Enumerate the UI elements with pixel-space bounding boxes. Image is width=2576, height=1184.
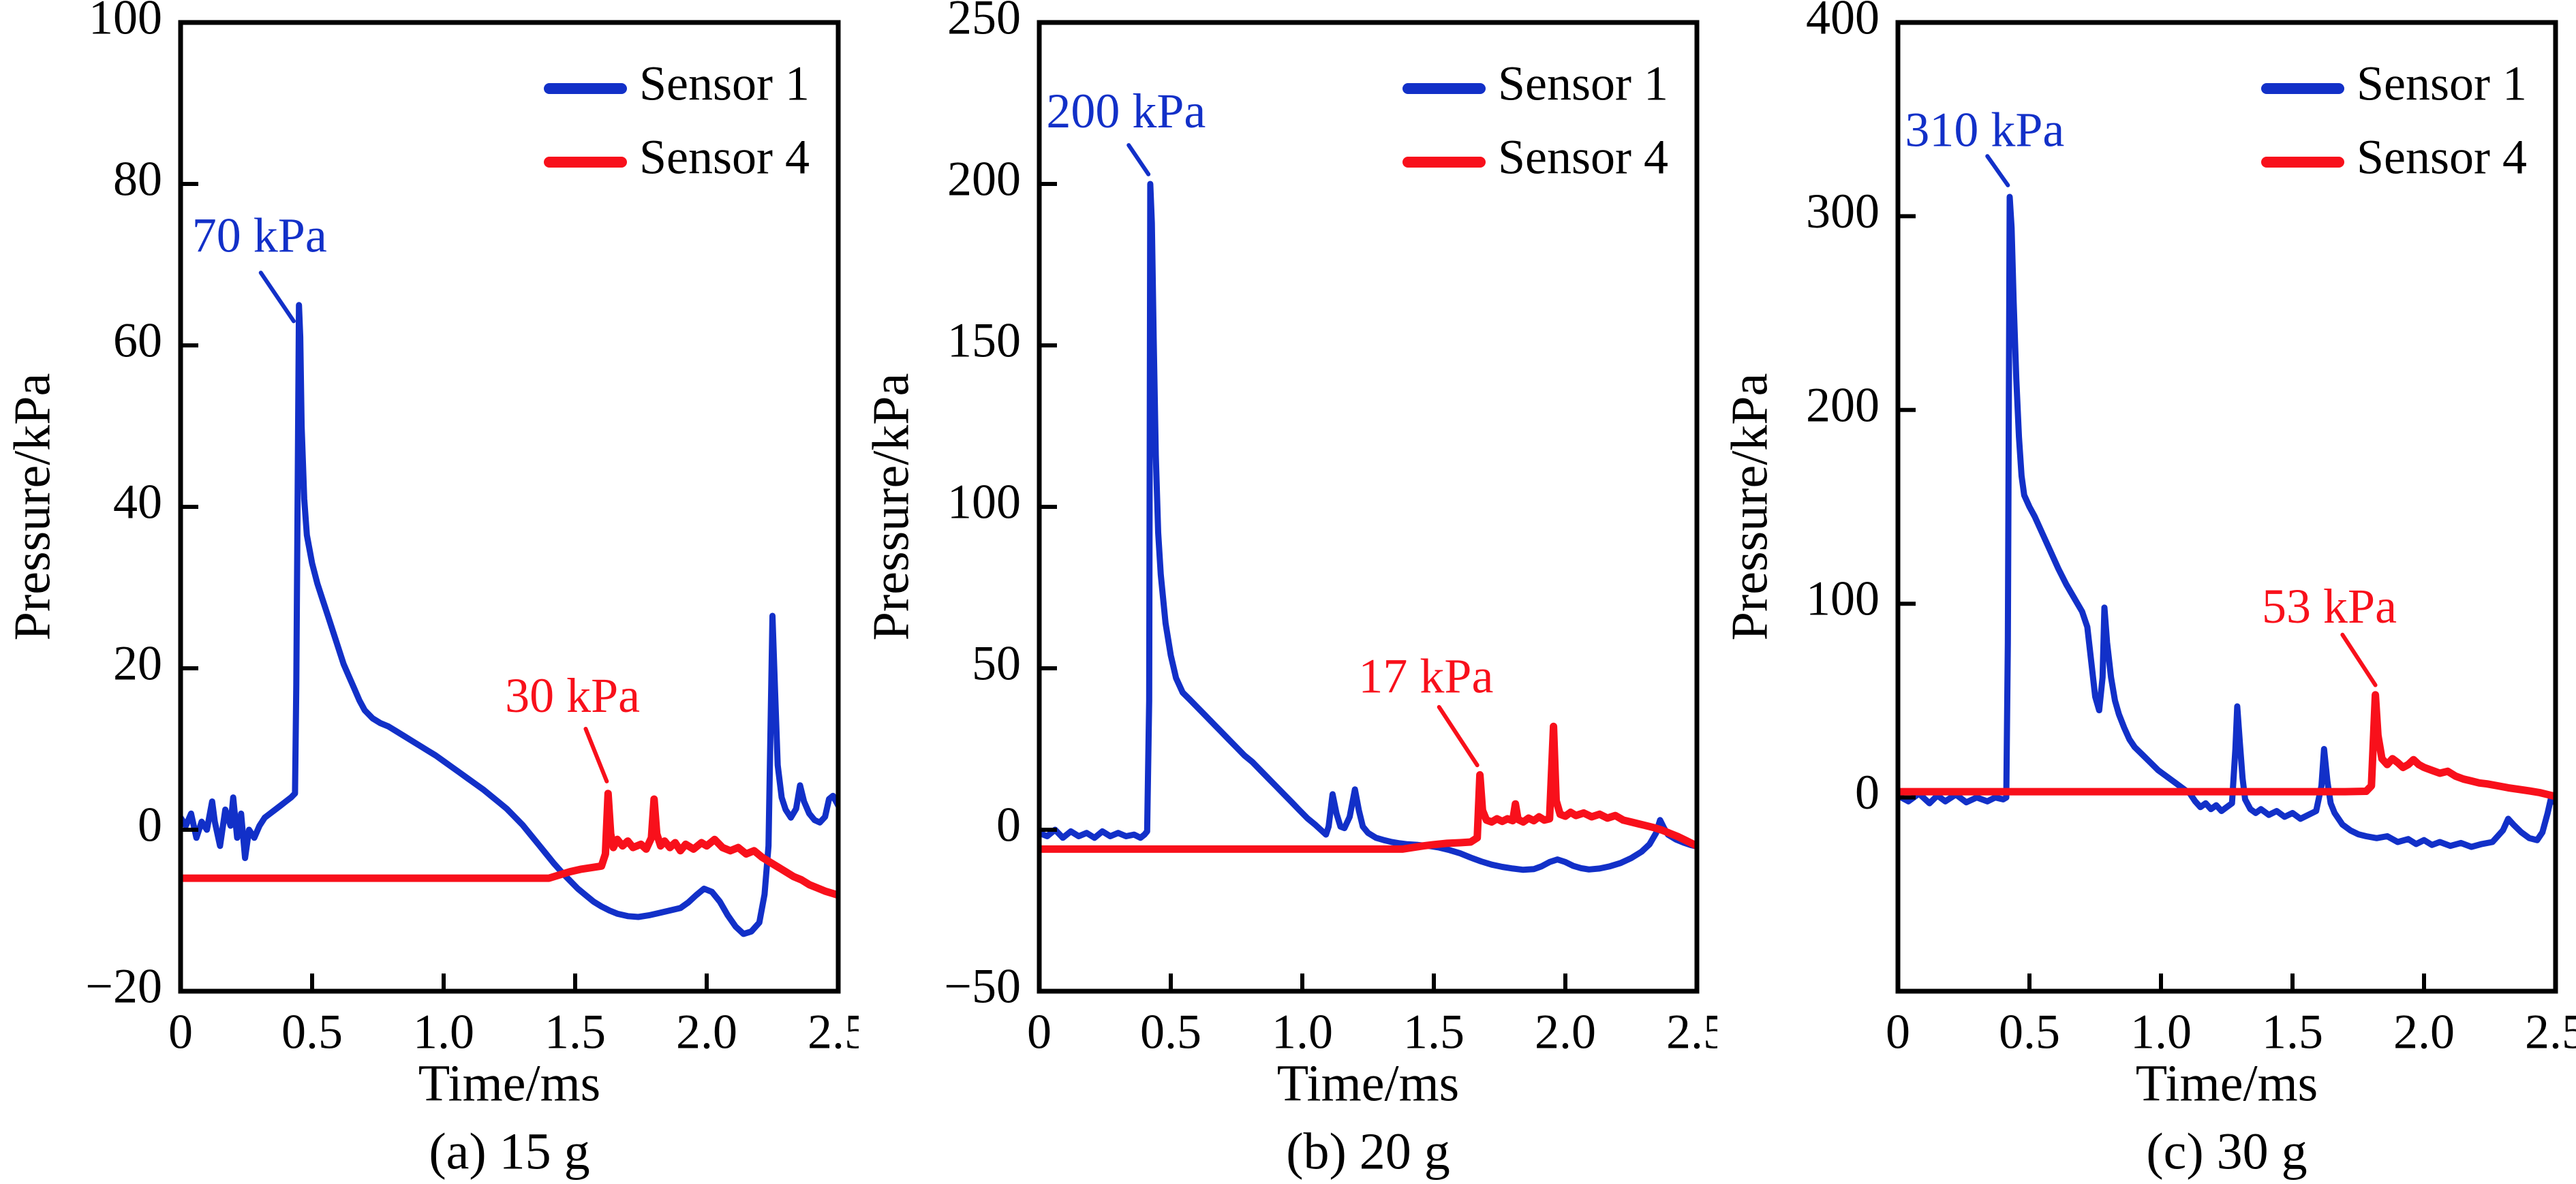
chart-a: 0 0.5 1.0 1.5 2.0 2.5−20020406080100Pressure/… bbox=[3, 0, 869, 1180]
y-tick-label: 50 bbox=[972, 636, 1021, 691]
series-group bbox=[1039, 181, 1697, 873]
y-tick-label: 200 bbox=[947, 152, 1021, 206]
x-axis-title: Time/ms bbox=[418, 1055, 601, 1112]
x-tick-label: 1.0 bbox=[413, 1005, 474, 1059]
x-tick-label: 2.0 bbox=[676, 1005, 737, 1059]
y-tick-label: 80 bbox=[113, 152, 162, 206]
subplot-a: 0 0.5 1.0 1.5 2.0 2.5 −20 0 20 40 60 80 100 Pressure/… bbox=[0, 0, 869, 1181]
x-axis-title: Time/ms bbox=[1277, 1055, 1460, 1112]
legend-label-sensor-1: Sensor 1 bbox=[639, 57, 810, 111]
y-tick-label: 250 bbox=[947, 0, 1021, 45]
y-axis-title: Pressure/kPa bbox=[3, 373, 61, 641]
series-line-sensor-4 bbox=[1039, 722, 1697, 853]
x-tick-label: 0 bbox=[1886, 1005, 1910, 1059]
x-tick-label: 0.5 bbox=[281, 1005, 343, 1059]
annotation-leader-line bbox=[1437, 704, 1479, 768]
legend-label-sensor-4: Sensor 4 bbox=[639, 130, 810, 185]
series-group bbox=[181, 302, 838, 937]
x-tick-label: 0 bbox=[168, 1005, 193, 1059]
legend-label-sensor-1: Sensor 1 bbox=[1498, 57, 1668, 111]
x-tick-label: 1.5 bbox=[545, 1005, 606, 1059]
x-tick-label: 2.5 bbox=[2525, 1005, 2576, 1059]
x-tick-label: 2.0 bbox=[2393, 1005, 2455, 1059]
x-tick-label: 1.0 bbox=[1272, 1005, 1333, 1059]
annotation-peak-value: 17 kPa bbox=[1358, 649, 1493, 703]
y-tick-label: −50 bbox=[944, 959, 1021, 1014]
annotation-peak-value: 200 kPa bbox=[1046, 84, 1206, 138]
y-tick-label: 0 bbox=[1855, 765, 1880, 820]
series-line-sensor-4 bbox=[181, 790, 838, 899]
y-tick-label: 100 bbox=[89, 0, 162, 45]
x-tick-label: 0 bbox=[1027, 1005, 1052, 1059]
y-tick-label: 0 bbox=[996, 798, 1021, 852]
y-tick-label: 0 bbox=[138, 798, 162, 852]
y-tick-label: 40 bbox=[113, 475, 162, 529]
y-tick-label: 200 bbox=[1806, 377, 1880, 432]
x-tick-label: 0.5 bbox=[1999, 1005, 2060, 1059]
annotation-leader-line bbox=[1985, 154, 2010, 187]
chart-c: 0 0.5 1.0 1.5 2.0 2.5 0 100 200 300 400 Pressure/kP… bbox=[1721, 0, 2576, 1180]
annotation-peak-value: 70 kPa bbox=[192, 208, 327, 262]
axes-box bbox=[1895, 20, 2558, 994]
subplot-c: 0 0.5 1.0 1.5 2.0 2.5 0 100 200 300 400 Pressure/kP… bbox=[1717, 0, 2576, 1181]
y-tick-label: 20 bbox=[113, 636, 162, 691]
y-tick-label: 60 bbox=[113, 313, 162, 368]
series-line-sensor-1 bbox=[1898, 193, 2556, 850]
series-group bbox=[1898, 193, 2556, 850]
annotation-peak-value: 30 kPa bbox=[505, 668, 640, 723]
subplot-b: 0 0.5 1.0 1.5 2.0 2.5 −50 0 50 100 150 200 250 Pressu… bbox=[859, 0, 1728, 1181]
y-tick-label: 150 bbox=[947, 313, 1021, 368]
series-line-sensor-1 bbox=[1039, 181, 1697, 873]
y-tick-label: 400 bbox=[1806, 0, 1880, 45]
annotation-peak-value: 310 kPa bbox=[1905, 102, 2064, 157]
x-tick-label: 1.5 bbox=[2262, 1005, 2323, 1059]
subplot-caption: (b) 20 g bbox=[1286, 1123, 1450, 1180]
legend-label-sensor-4: Sensor 4 bbox=[2357, 130, 2527, 185]
series-line-sensor-1 bbox=[181, 302, 838, 937]
annotation-leader-line bbox=[1126, 143, 1151, 176]
legend-label-sensor-1: Sensor 1 bbox=[2357, 57, 2527, 111]
subplot-caption: (c) 30 g bbox=[2146, 1123, 2307, 1180]
chart-b: 0 0.5 1.0 1.5 2.0 2.5−50050100150200250Pressu… bbox=[862, 0, 1728, 1180]
subplot-caption: (a) 15 g bbox=[429, 1123, 589, 1180]
y-tick-label: 100 bbox=[947, 475, 1021, 529]
y-axis-title: Pressure/kPa bbox=[1721, 373, 1778, 641]
legend-label-sensor-4: Sensor 4 bbox=[1498, 130, 1668, 185]
y-axis-title: Pressure/kPa bbox=[862, 373, 919, 641]
x-tick-label: 1.0 bbox=[2130, 1005, 2192, 1059]
y-tick-label: 100 bbox=[1806, 572, 1880, 626]
x-tick-label: 2.5 bbox=[1666, 1005, 1717, 1059]
x-tick-label: 1.5 bbox=[1403, 1005, 1465, 1059]
x-axis-title: Time/ms bbox=[2136, 1055, 2318, 1112]
annotation-leader-line bbox=[583, 726, 609, 783]
x-tick-label: 0.5 bbox=[1140, 1005, 1201, 1059]
x-tick-label: 2.5 bbox=[808, 1005, 859, 1059]
annotation-peak-value: 53 kPa bbox=[2262, 579, 2397, 634]
series-line-sensor-4 bbox=[1898, 691, 2556, 800]
y-tick-label: 300 bbox=[1806, 184, 1880, 238]
annotation-leader-line bbox=[258, 270, 296, 324]
x-tick-label: 2.0 bbox=[1535, 1005, 1596, 1059]
annotation-leader-line bbox=[2340, 632, 2378, 687]
y-tick-label: −20 bbox=[85, 959, 162, 1014]
